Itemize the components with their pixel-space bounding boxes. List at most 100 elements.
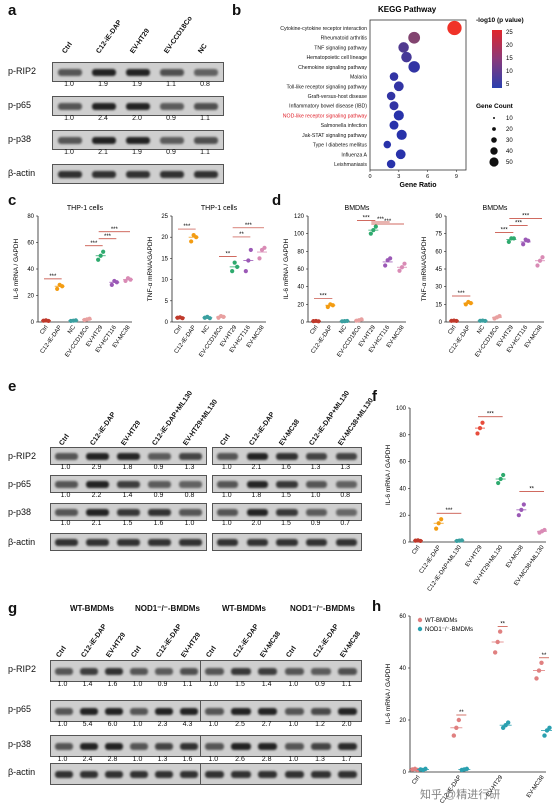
densitometry-value: 1.7 xyxy=(341,756,352,763)
blot-band xyxy=(284,707,304,715)
densitometry-value: 4.3 xyxy=(182,721,193,728)
y-tick-label: 80 xyxy=(399,433,406,439)
data-point xyxy=(454,318,459,324)
data-point xyxy=(189,239,194,244)
row-label: p-RIP2 xyxy=(8,664,37,674)
blot-band xyxy=(104,667,123,675)
blot-band xyxy=(154,667,173,675)
kegg-bubble xyxy=(389,101,399,111)
blot-band xyxy=(104,707,123,715)
blot-band xyxy=(246,538,269,546)
column-label: EV-CCD18Co xyxy=(163,15,194,55)
densitometry-value: 2.9 xyxy=(91,464,102,471)
blot-band xyxy=(125,170,151,178)
kegg-pathway-label: Salmonella infection xyxy=(321,123,368,129)
kegg-pathway-label: Malaria xyxy=(350,75,367,81)
x-tick-label: 9 xyxy=(455,174,458,180)
densitometry-value: 2.3 xyxy=(157,721,168,728)
data-point xyxy=(456,717,462,723)
x-tick-label: EV-MC38 xyxy=(526,774,546,799)
column-label: NC xyxy=(197,42,209,55)
data-point xyxy=(262,245,267,250)
data-point xyxy=(87,316,92,321)
data-point xyxy=(371,228,376,233)
blot-band xyxy=(193,68,219,76)
kegg-pathway-label: Influenza A xyxy=(341,152,367,158)
column-label: EV-HT29 xyxy=(179,631,202,659)
x-tick-label: 0 xyxy=(368,174,371,180)
densitometry-value: 1.0 xyxy=(221,492,232,499)
data-point xyxy=(480,420,485,425)
densitometry-value: 1.0 xyxy=(132,721,143,728)
blot-band xyxy=(231,742,251,750)
densitometry-value: 1.1 xyxy=(166,81,176,88)
blot-band xyxy=(54,707,73,715)
kegg-pathway-label: Jak-STAT signaling pathway xyxy=(302,133,367,139)
densitometry-value: 1.0 xyxy=(288,756,299,763)
densitometry-value: 1.6 xyxy=(182,756,193,763)
blot-band xyxy=(338,742,358,750)
kegg-bubble xyxy=(408,31,421,44)
x-tick-label: Ctrl xyxy=(411,775,421,786)
blot-band xyxy=(117,452,140,460)
blot-band xyxy=(125,136,151,144)
blot-strip xyxy=(52,62,224,82)
data-point xyxy=(114,280,119,285)
significance-label: *** xyxy=(320,293,328,299)
blot-band xyxy=(154,707,173,715)
blot-band xyxy=(217,480,239,488)
densitometry-value: 2.0 xyxy=(341,721,352,728)
column-label: EV-MC38 xyxy=(278,418,302,447)
blot-band xyxy=(338,770,358,778)
x-tick-label: NC xyxy=(476,324,486,335)
kegg-bubble xyxy=(447,20,462,36)
blot-band xyxy=(91,170,117,178)
blot-band xyxy=(335,452,357,460)
blot-strip-left xyxy=(50,447,207,465)
row-label: p-p65 xyxy=(8,704,32,714)
kegg-bubble xyxy=(386,159,396,169)
data-point xyxy=(495,639,500,645)
data-point xyxy=(246,258,251,263)
blot-strip-right xyxy=(212,533,362,551)
data-point xyxy=(537,258,543,263)
data-point xyxy=(534,676,539,681)
column-label: EV-HT29 xyxy=(129,27,152,55)
data-point xyxy=(128,277,133,282)
densitometry-value: 1.0 xyxy=(64,115,74,122)
size-legend-dot xyxy=(490,147,498,155)
blot-band xyxy=(154,770,173,778)
column-label: C12-iE-DAP xyxy=(232,623,261,659)
color-scale-bar xyxy=(492,30,502,88)
column-label: Ctrl xyxy=(129,645,143,659)
blot-band xyxy=(204,667,224,675)
densitometry-value: 1.0 xyxy=(184,520,195,527)
column-label: Ctrl xyxy=(219,433,232,447)
color-scale-tick: 10 xyxy=(506,69,513,75)
row-label: p-RIP2 xyxy=(8,66,37,76)
data-point xyxy=(434,526,439,531)
blot-band xyxy=(79,707,98,715)
densitometry-value: 1.0 xyxy=(57,756,68,763)
significance-label: *** xyxy=(90,241,98,247)
blot-band xyxy=(338,667,358,675)
kegg-pathway-label: NOD-like receptor signaling pathway xyxy=(283,113,368,119)
blot-band xyxy=(117,480,140,488)
y-axis-label: IL-6 mRNA / GAPDH xyxy=(283,239,290,300)
densitometry-value: 1.3 xyxy=(340,464,351,471)
panel-label-c: c xyxy=(8,192,17,209)
blot-band xyxy=(159,68,185,76)
densitometry-value: 1.0 xyxy=(64,81,74,88)
data-point xyxy=(232,260,237,265)
blot-band xyxy=(217,508,239,516)
blot-band xyxy=(148,452,171,460)
data-point xyxy=(501,472,506,478)
y-tick-label: 40 xyxy=(399,486,406,492)
blot-band xyxy=(217,538,239,546)
densitometry-value: 2.1 xyxy=(91,520,102,527)
y-tick-label: 5 xyxy=(165,299,169,305)
data-point xyxy=(464,766,470,772)
densitometry-value: 0.9 xyxy=(166,115,176,122)
densitometry-value: 1.3 xyxy=(310,464,321,471)
x-tick-label: 3 xyxy=(397,174,400,180)
